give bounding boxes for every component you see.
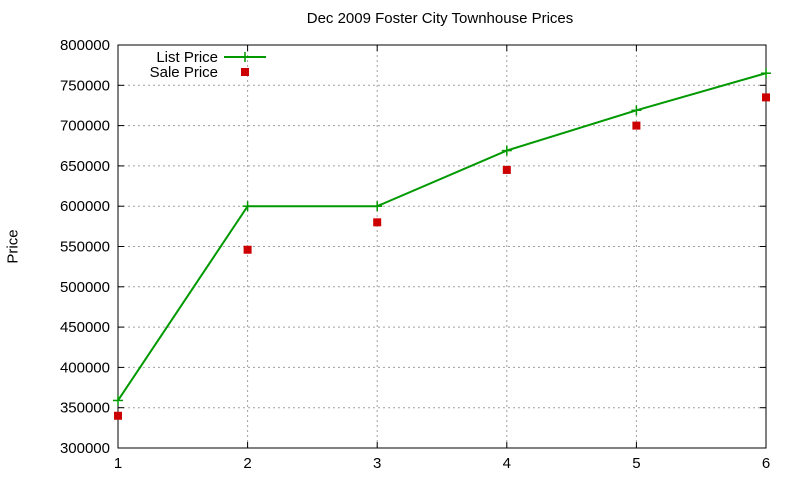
x-tick-label: 1 [114, 455, 122, 472]
x-tick-label: 4 [503, 455, 511, 472]
chart-title: Dec 2009 Foster City Townhouse Prices [306, 10, 574, 27]
grid-lines [117, 44, 767, 449]
sale-price-point [373, 218, 382, 227]
list-price-point [372, 201, 383, 212]
y-tick-label: 750000 [60, 77, 110, 94]
list-price-point [242, 201, 253, 212]
y-tick-label: 350000 [60, 400, 110, 417]
sale-price-point [632, 121, 641, 130]
list-price-point [113, 395, 123, 406]
x-tick-label: 2 [243, 455, 251, 472]
y-tick-label: 400000 [60, 359, 110, 376]
legend-label: List Price [156, 49, 218, 66]
sale-price-point [114, 411, 122, 420]
sale-price-point [762, 93, 770, 102]
data-series [113, 68, 771, 420]
y-tick-label: 700000 [60, 118, 110, 135]
tick-labels: 300000 350000 400000 450000 500000 550000 6000… [60, 37, 770, 472]
axes [117, 44, 767, 449]
legend-square-swatch [241, 68, 249, 76]
y-tick-label: 600000 [60, 198, 110, 215]
legend-plus-swatch [240, 52, 250, 62]
x-tick-label: 6 [762, 455, 770, 472]
y-tick-label: 800000 [60, 37, 110, 54]
list-price-line [117, 72, 767, 402]
list-price-point [631, 105, 642, 116]
y-tick-label: 450000 [60, 319, 110, 336]
y-tick-label: 650000 [60, 158, 110, 175]
y-tick-label: 300000 [60, 440, 110, 457]
legend-label: Sale Price [150, 64, 218, 81]
x-tick-label: 3 [373, 455, 381, 472]
y-tick-label: 500000 [60, 279, 110, 296]
sale-price-point [502, 165, 511, 174]
sale-price-point [243, 245, 252, 254]
list-price-point [501, 145, 512, 156]
y-tick-label: 550000 [60, 239, 110, 256]
list-price-point [761, 68, 771, 79]
x-tick-label: 5 [632, 455, 640, 472]
